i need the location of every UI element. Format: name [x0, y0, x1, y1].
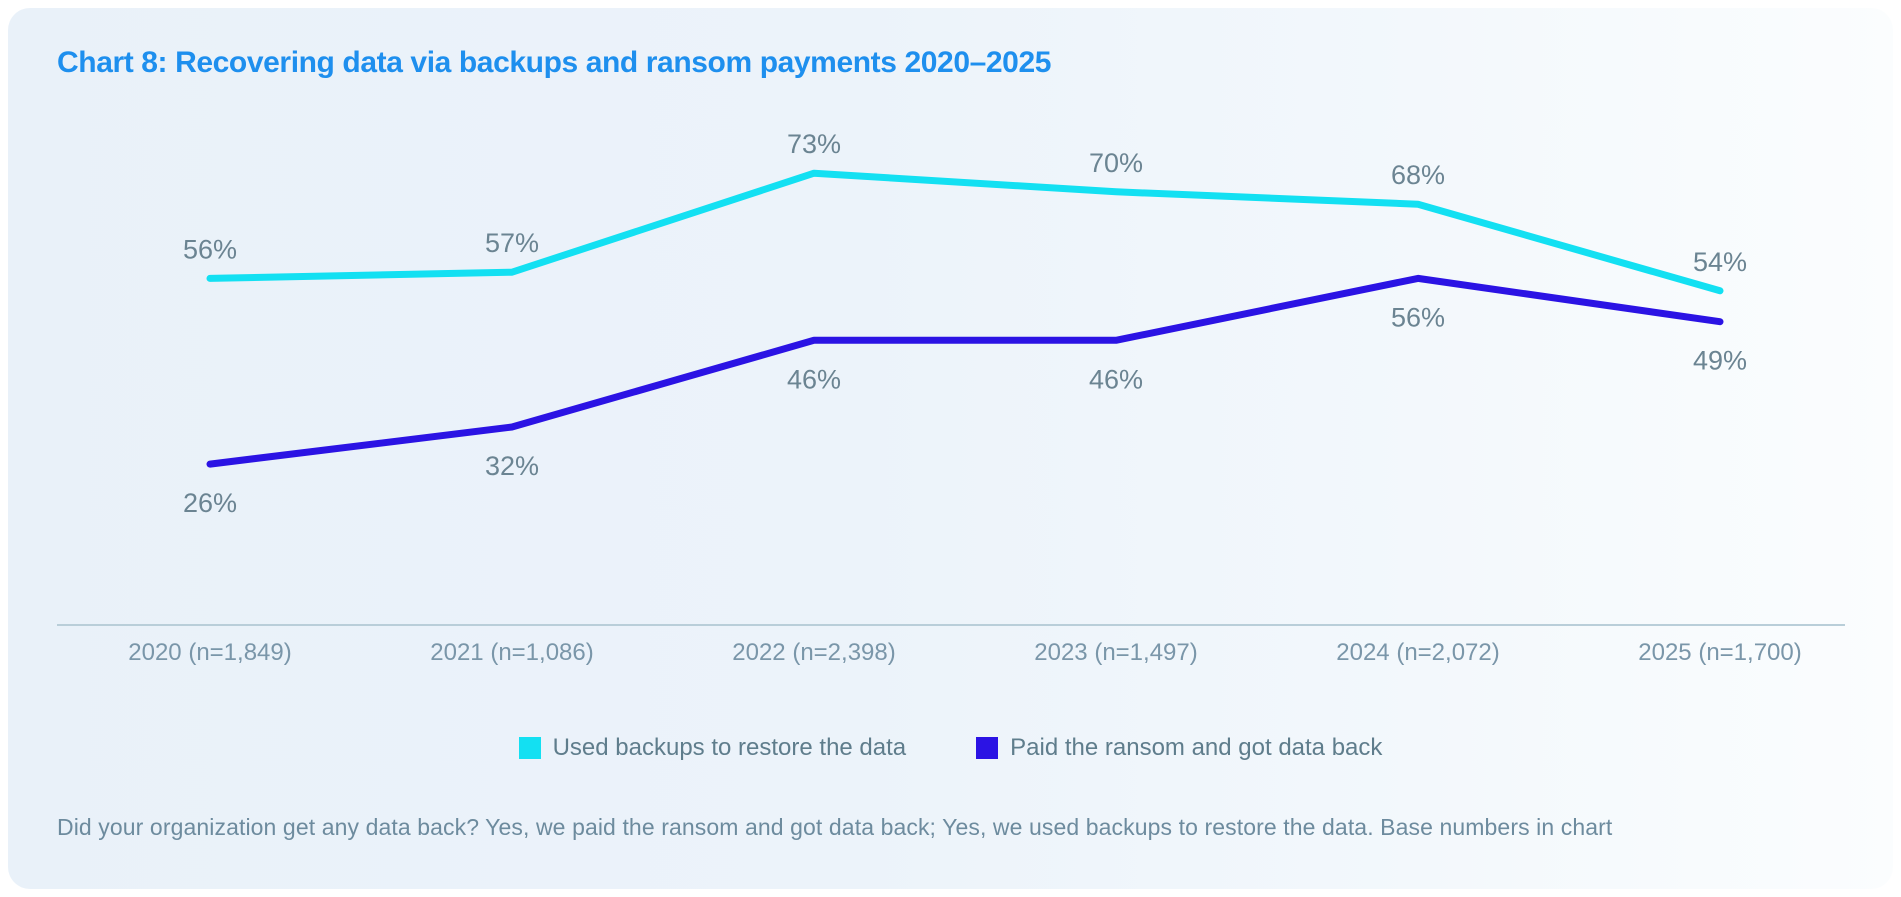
- data-label: 32%: [485, 451, 539, 481]
- data-label: 49%: [1693, 346, 1747, 376]
- legend-swatch-icon: [518, 737, 541, 759]
- chart-title: Chart 8: Recovering data via backups and…: [57, 46, 1052, 79]
- legend-label: Used backups to restore the data: [552, 734, 907, 761]
- series-line-1: [206, 169, 1724, 295]
- x-axis-label: 2020 (n=1,849): [128, 639, 291, 666]
- data-label: 56%: [183, 234, 237, 264]
- footnote: Did your organization get any data back?…: [57, 814, 1613, 840]
- legend-label: Paid the ransom and got data back: [1010, 734, 1383, 761]
- data-label: 73%: [787, 129, 841, 159]
- data-label: 46%: [787, 364, 841, 394]
- series-line-2: [206, 274, 1724, 468]
- x-axis-label: 2022 (n=2,398): [732, 639, 895, 666]
- legend: Used backups to restore the data Paid the…: [8, 734, 1893, 762]
- x-axis-label: 2024 (n=2,072): [1336, 639, 1499, 666]
- data-label: 46%: [1089, 364, 1143, 394]
- x-axis-label: 2021 (n=1,086): [430, 639, 593, 666]
- x-axis-label: 2025 (n=1,700): [1638, 639, 1801, 666]
- data-label: 57%: [485, 228, 539, 258]
- data-label: 26%: [183, 488, 237, 518]
- data-label: 70%: [1089, 148, 1143, 178]
- legend-swatch-icon: [976, 737, 999, 759]
- legend-item-2: Paid the ransom and got data back: [976, 734, 1382, 762]
- chart-card: Chart 8: Recovering data via backups and…: [8, 8, 1893, 889]
- line-chart-svg: 56% 57% 73% 70% 68% 54% 26% 32% 46% 46% 56% 49% 2020…: [57, 129, 1845, 666]
- data-label: 68%: [1391, 160, 1445, 190]
- data-label: 56%: [1391, 302, 1445, 332]
- x-axis-label: 2023 (n=1,497): [1034, 639, 1197, 666]
- legend-item-1: Used backups to restore the data: [518, 734, 907, 762]
- data-label: 54%: [1693, 247, 1747, 277]
